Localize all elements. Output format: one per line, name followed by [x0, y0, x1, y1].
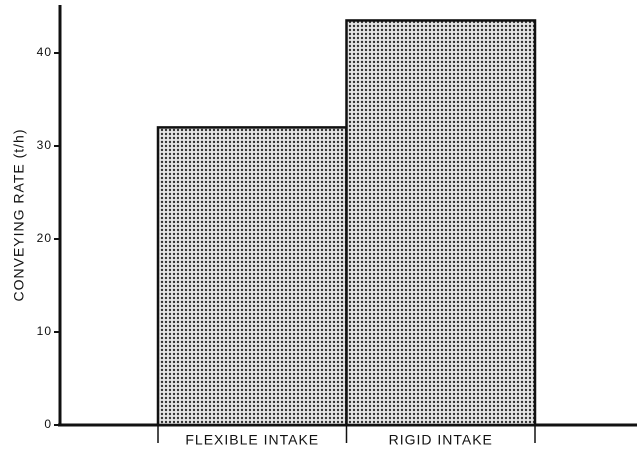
- y-tick-label: 40: [37, 45, 52, 59]
- y-tick-label: 20: [37, 231, 52, 245]
- y-tick-label: 30: [37, 138, 52, 152]
- y-tick-label: 10: [37, 324, 52, 338]
- y-tick-label: 0: [44, 417, 52, 431]
- bar: [345, 19, 537, 427]
- bar: [156, 126, 348, 427]
- y-axis-label: CONVEYING RATE (t/h): [11, 129, 27, 302]
- x-tick-label: RIGID INTAKE: [389, 432, 493, 448]
- x-tick-label: FLEXIBLE INTAKE: [185, 432, 319, 448]
